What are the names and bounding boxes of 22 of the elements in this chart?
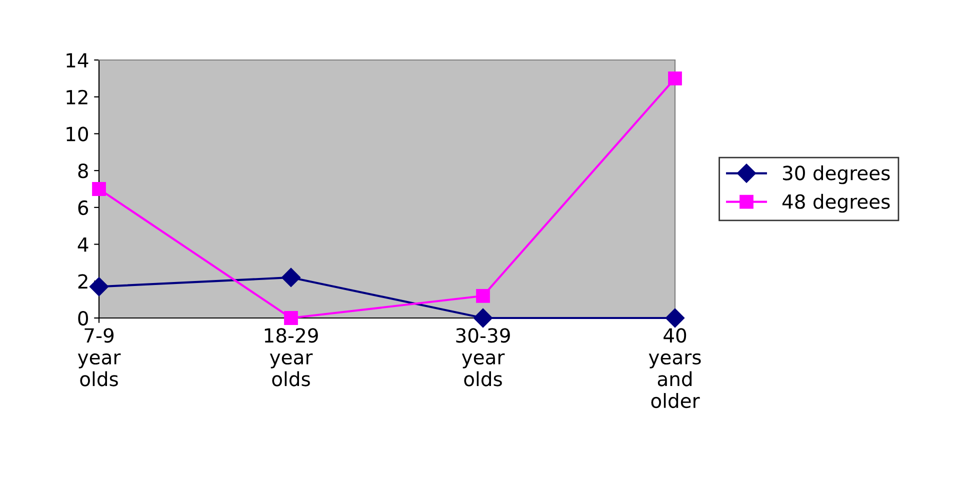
point xyxy=(92,182,106,196)
y-tick-label: 6 xyxy=(78,200,88,216)
point xyxy=(281,268,301,287)
legend-label: 48 degrees xyxy=(782,194,890,213)
x-tick-label: 30-39 year olds xyxy=(456,328,510,386)
y-tick-label: 8 xyxy=(78,164,88,178)
point xyxy=(284,311,298,325)
y-tick-label: 4 xyxy=(78,237,88,252)
y-tick-label: 10 xyxy=(66,126,88,142)
y-tick-label: 14 xyxy=(66,53,88,68)
y-tick-label: 12 xyxy=(66,90,88,104)
y-tick-label: 2 xyxy=(78,274,88,289)
point xyxy=(476,288,490,303)
y-tick-label: 0 xyxy=(78,310,88,326)
point xyxy=(473,308,493,328)
legend-label: 30 degrees xyxy=(782,165,890,184)
x-tick-label: 40 years and older xyxy=(648,328,701,408)
x-tick-label: 18-29 year olds xyxy=(264,328,318,386)
x-tick-label: 7-9 year olds xyxy=(78,328,121,386)
point xyxy=(665,308,685,328)
point xyxy=(668,71,682,86)
point xyxy=(89,277,109,296)
